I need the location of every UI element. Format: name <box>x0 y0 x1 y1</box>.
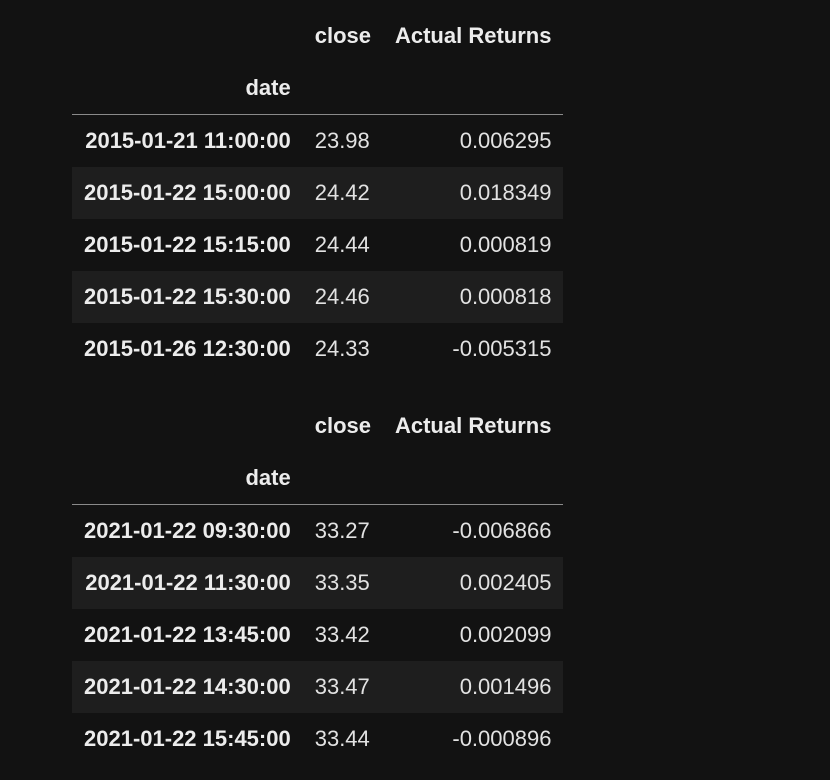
close-value: 24.33 <box>314 336 370 361</box>
returns-value: 0.000818 <box>459 284 552 309</box>
row-index-date: 2015-01-22 15:00:00 <box>84 180 291 205</box>
close-value: 33.42 <box>314 622 370 647</box>
table-row: 2021-01-22 11:30:00 33.35 0.002405 <box>72 557 564 609</box>
table-row: 2015-01-22 15:30:00 24.46 0.000818 <box>72 271 564 323</box>
index-name-header: date <box>72 452 303 505</box>
corner-header-cell <box>72 10 303 62</box>
close-value: 33.47 <box>314 674 370 699</box>
close-value: 24.42 <box>314 180 370 205</box>
row-index-date: 2021-01-22 14:30:00 <box>84 674 291 699</box>
column-header-close: close <box>314 23 371 48</box>
returns-value: -0.006866 <box>452 518 552 543</box>
column-header-row: close Actual Returns <box>72 400 563 452</box>
table-row: 2021-01-22 09:30:00 33.27 -0.006866 <box>72 505 563 558</box>
close-value: 24.46 <box>314 284 370 309</box>
corner-header-cell <box>72 400 303 452</box>
row-index-date: 2015-01-22 15:15:00 <box>84 232 291 257</box>
table-row: 2021-01-22 13:45:00 33.42 0.002099 <box>72 609 563 661</box>
column-header-actual-returns: Actual Returns <box>394 413 552 438</box>
column-header-row: close Actual Returns <box>72 10 563 62</box>
table-row: 2021-01-22 15:45:00 33.44 -0.000896 <box>72 713 563 765</box>
table-row: 2015-01-22 15:00:00 24.42 0.018349 <box>72 167 564 219</box>
empty-header-cell <box>302 452 383 505</box>
dataframe-tail-table: close Actual Returns date 2021-01-22 09:… <box>72 400 564 765</box>
column-header-close: close <box>314 413 371 438</box>
table-row: 2015-01-22 15:15:00 24.44 0.000819 <box>72 219 563 271</box>
row-index-date: 2015-01-22 15:30:00 <box>84 284 291 309</box>
close-value: 33.27 <box>314 518 370 543</box>
index-name-row: date <box>72 452 564 505</box>
returns-value: 0.000819 <box>459 232 552 257</box>
row-index-date: 2015-01-26 12:30:00 <box>84 336 291 361</box>
close-value: 23.98 <box>314 128 370 153</box>
dataframe-head-table: close Actual Returns date 2015-01-21 11:… <box>72 10 564 375</box>
close-value: 24.44 <box>314 232 370 257</box>
empty-header-cell <box>302 62 383 115</box>
table-row: 2015-01-21 11:00:00 23.98 0.006295 <box>72 115 563 168</box>
returns-value: 0.001496 <box>459 674 552 699</box>
row-index-date: 2021-01-22 11:30:00 <box>85 570 291 595</box>
close-value: 33.35 <box>314 570 370 595</box>
returns-value: -0.000896 <box>452 726 552 751</box>
row-index-date: 2021-01-22 15:45:00 <box>84 726 291 751</box>
empty-header-cell <box>382 452 564 505</box>
row-index-date: 2021-01-22 13:45:00 <box>84 622 291 647</box>
row-index-date: 2021-01-22 09:30:00 <box>84 518 291 543</box>
empty-header-cell <box>382 62 564 115</box>
table-row: 2021-01-22 14:30:00 33.47 0.001496 <box>72 661 564 713</box>
row-index-date: 2015-01-21 11:00:00 <box>85 128 291 153</box>
returns-value: 0.002405 <box>459 570 552 595</box>
close-value: 33.44 <box>314 726 370 751</box>
returns-value: -0.005315 <box>452 336 552 361</box>
column-header-actual-returns: Actual Returns <box>394 23 552 48</box>
returns-value: 0.006295 <box>459 128 552 153</box>
index-name-row: date <box>72 62 564 115</box>
table-row: 2015-01-26 12:30:00 24.33 -0.005315 <box>72 323 563 375</box>
returns-value: 0.002099 <box>459 622 552 647</box>
index-name-header: date <box>72 62 303 115</box>
returns-value: 0.018349 <box>459 180 552 205</box>
